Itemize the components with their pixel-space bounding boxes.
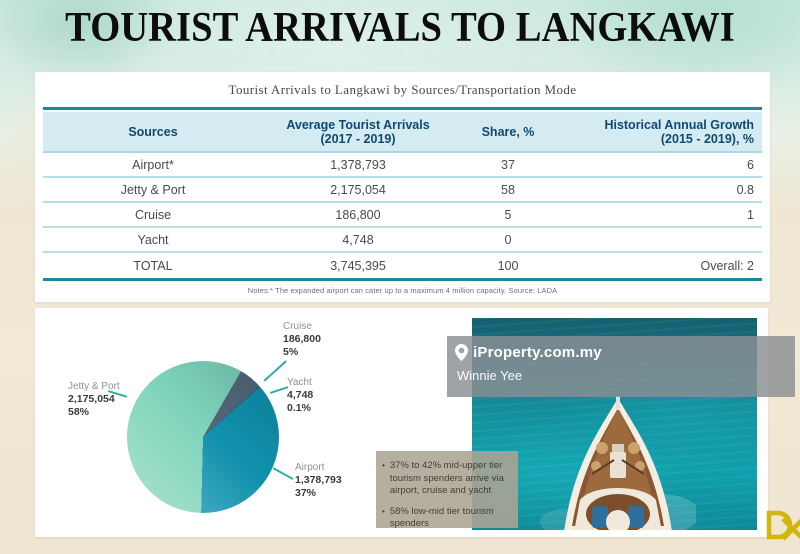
cell-share: 58 <box>501 182 515 197</box>
cell-source: Airport* <box>132 157 174 172</box>
table-bottom-rule <box>43 278 762 281</box>
header-growth: Historical Annual Growth (2015 - 2019), … <box>604 117 754 146</box>
table-top-rule <box>43 107 762 110</box>
cell-source: Yacht <box>137 232 169 247</box>
cell-share: 100 <box>497 258 519 273</box>
cell-share: 37 <box>501 157 515 172</box>
cell-source: TOTAL <box>133 258 173 273</box>
leader-line-yacht <box>269 386 289 394</box>
pie-label-cruise: Cruise 186,800 5% <box>283 321 321 358</box>
table-subtitle: Tourist Arrivals to Langkawi by Sources/… <box>228 82 577 97</box>
cell-arrivals: 186,800 <box>335 207 381 222</box>
page-title-wrap: TOURIST ARRIVALS TO LANGKAWI <box>0 4 800 52</box>
cell-arrivals: 2,175,054 <box>330 182 386 197</box>
pie-label-jetty: Jetty & Port 2,175,054 58% <box>68 381 120 418</box>
cell-growth: Overall: 2 <box>700 258 755 273</box>
insight-bullet: • 37% to 42% mid-upper tier tourism spen… <box>382 460 504 496</box>
cell-growth: 1 <box>747 207 754 222</box>
photo-credit-banner: iProperty.com.my Winnie Yee <box>447 336 795 397</box>
cell-arrivals: 1,378,793 <box>330 157 386 172</box>
table-card: Tourist Arrivals to Langkawi by Sources/… <box>35 72 770 302</box>
leader-line-airport <box>272 467 294 481</box>
table-row: Airport* 1,378,793 37 6 <box>43 153 762 178</box>
bullet-dot-icon: • <box>382 461 385 470</box>
photo-credit-name: Winnie Yee <box>457 368 523 383</box>
cell-growth: 0.8 <box>736 182 754 197</box>
insights-box: • 37% to 42% mid-upper tier tourism spen… <box>376 451 518 530</box>
header-share: Share, % <box>481 124 535 139</box>
pie-label-airport: Airport 1,378,793 37% <box>295 462 342 499</box>
header-sources: Sources <box>128 124 178 139</box>
cell-source: Jetty & Port <box>120 182 186 197</box>
yacht-boat-illustration <box>540 396 696 530</box>
table-row: Cruise 186,800 5 1 <box>43 203 762 228</box>
table-row-total: TOTAL 3,745,395 100 Overall: 2 <box>43 253 762 278</box>
table-row: Yacht 4,748 0 <box>43 228 762 253</box>
table-header-row: Sources Average Tourist Arrivals (2017 -… <box>43 112 762 153</box>
watermark-logo-icon <box>766 510 800 541</box>
page-title: TOURIST ARRIVALS TO LANGKAWI <box>65 5 735 51</box>
cell-arrivals: 4,748 <box>342 232 374 247</box>
table-body: Airport* 1,378,793 37 6 Jetty & Port 2,1… <box>43 153 762 278</box>
header-arrivals: Average Tourist Arrivals (2017 - 2019) <box>286 117 430 146</box>
cell-arrivals: 3,745,395 <box>330 258 386 273</box>
table-row: Jetty & Port 2,175,054 58 0.8 <box>43 178 762 203</box>
leader-line-cruise <box>263 360 287 382</box>
pie-chart <box>127 361 279 513</box>
cell-share: 0 <box>504 232 512 247</box>
cell-share: 5 <box>504 207 512 222</box>
insight-bullet: • 58% low-mid tier tourism spenders <box>382 505 494 530</box>
table-notes: Notes:* The expanded airport can cater u… <box>247 286 558 295</box>
location-pin-icon <box>455 344 468 361</box>
brand-text: iProperty.com.my <box>473 344 602 361</box>
cell-growth: 6 <box>747 157 754 172</box>
pie-label-yacht: Yacht 4,748 0.1% <box>287 377 314 414</box>
bullet-dot-icon: • <box>382 506 385 516</box>
cell-source: Cruise <box>134 207 172 222</box>
